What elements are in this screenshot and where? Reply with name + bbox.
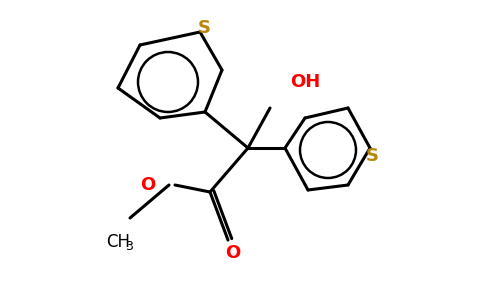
Text: OH: OH (290, 73, 320, 91)
Text: S: S (197, 19, 211, 37)
Text: O: O (140, 176, 156, 194)
Text: S: S (365, 147, 378, 165)
Text: 3: 3 (125, 239, 133, 253)
Text: CH: CH (106, 233, 130, 251)
Text: O: O (226, 244, 241, 262)
